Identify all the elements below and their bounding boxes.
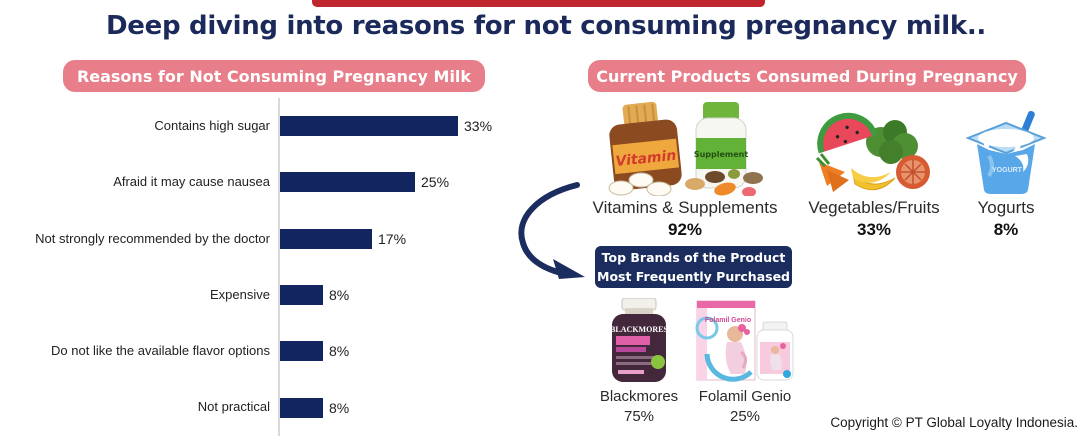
vitamin-label-text: Vitamin (615, 148, 677, 170)
brand-group-folamil-genio: Folamil Genio Folamil Genio 25% (690, 298, 800, 425)
vitamins-supplements-icon: Vitamin Supplement (585, 98, 785, 196)
page-title: Deep diving into reasons for not consumi… (106, 11, 986, 41)
product-percentage: 8% (993, 220, 1019, 239)
chart-bar-area: 8% (278, 323, 548, 380)
chart-category-label: Afraid it may cause nausea (113, 174, 270, 190)
product-percentage: 33% (856, 220, 892, 239)
chart-row: Not strongly recommended by the doctor 17… (0, 210, 548, 267)
folamil-box-text: Folamil Genio (705, 317, 751, 324)
chart-category-label: Expensive (210, 286, 270, 302)
blackmores-label-text: BLACKMORES (610, 325, 668, 334)
product-name: Yogurts (977, 198, 1035, 217)
folamil-genio-box-icon: Folamil Genio (690, 298, 800, 384)
copyright-text: Copyright © PT Global Loyalty Indonesia. (830, 415, 1078, 430)
reasons-bar-chart: Contains high sugar 33% Afraid it may caus… (0, 98, 548, 440)
chart-category-label: Contains high sugar (154, 118, 270, 133)
top-brands-badge: Top Brands of the Product Most Frequentl… (595, 246, 792, 288)
chart-row: Contains high sugar 33% (0, 98, 548, 155)
right-section-badge: Current Products Consumed During Pregnan… (588, 60, 1026, 92)
supplement-label-text: Supplement (694, 150, 749, 159)
chart-bar (280, 172, 415, 193)
chart-category-label: Not practical (197, 399, 270, 415)
chart-category-label: Not strongly recommended by the doctor (35, 230, 270, 246)
product-percentage: 92% (667, 220, 703, 239)
chart-bar-area: 25% (278, 154, 548, 211)
chart-bar (280, 116, 458, 137)
chart-bar-area: 8% (278, 379, 548, 436)
chart-category-label: Do not like the available flavor options (51, 343, 270, 359)
chart-bar (280, 285, 323, 306)
product-group-vitamins-supplements: Vitamin Supplement Vitamins & Supplement… (585, 98, 785, 240)
chart-row: Not practical 8% (0, 379, 548, 436)
brand-percentage: 25% (729, 408, 761, 425)
product-name: Vegetables/Fruits (808, 198, 940, 217)
chart-bar (280, 397, 323, 418)
chart-row: Afraid it may cause nausea 25% (0, 154, 548, 211)
product-group-vegetables-fruits: Vegetables/Fruits 33% (798, 98, 950, 240)
chart-bar (280, 228, 372, 249)
brand-percentage: 75% (623, 408, 655, 425)
chart-bar-area: 33% (278, 98, 548, 155)
yogurt-cup-text: YOGURT (992, 167, 1023, 174)
top-accent-bar (312, 0, 765, 7)
curved-arrow-icon (518, 182, 585, 279)
chart-value-label: 8% (329, 343, 350, 360)
chart-bar-area: 17% (278, 210, 548, 267)
top-brands-badge-line2: Most Frequently Purchased (597, 269, 790, 284)
vegetables-fruits-icon (798, 98, 950, 196)
chart-value-label: 8% (329, 399, 350, 416)
blackmores-bottle-icon: BLACKMORES (588, 298, 690, 384)
bar-chart-rows: Contains high sugar 33% Afraid it may caus… (0, 98, 548, 436)
product-name: Vitamins & Supplements (592, 198, 778, 217)
chart-bar-area: 8% (278, 266, 548, 324)
chart-value-label: 33% (464, 118, 493, 135)
chart-row: Do not like the available flavor options… (0, 323, 548, 380)
chart-value-label: 17% (378, 230, 407, 247)
brand-name: Blackmores (599, 388, 679, 405)
yogurt-cup-icon: YOGURT (945, 98, 1067, 196)
chart-value-label: 25% (421, 174, 450, 191)
left-section-badge: Reasons for Not Consuming Pregnancy Milk (63, 60, 485, 92)
chart-bar (280, 341, 323, 362)
chart-value-label: 8% (329, 287, 350, 304)
brand-name: Folamil Genio (698, 388, 792, 405)
top-brands-badge-line1: Top Brands of the Product (601, 249, 786, 265)
brand-group-blackmores: BLACKMORES Blackmores 75% (588, 298, 690, 425)
chart-row: Expensive 8% (0, 266, 548, 324)
product-group-yogurts: YOGURT Yogurts 8% (945, 98, 1067, 240)
